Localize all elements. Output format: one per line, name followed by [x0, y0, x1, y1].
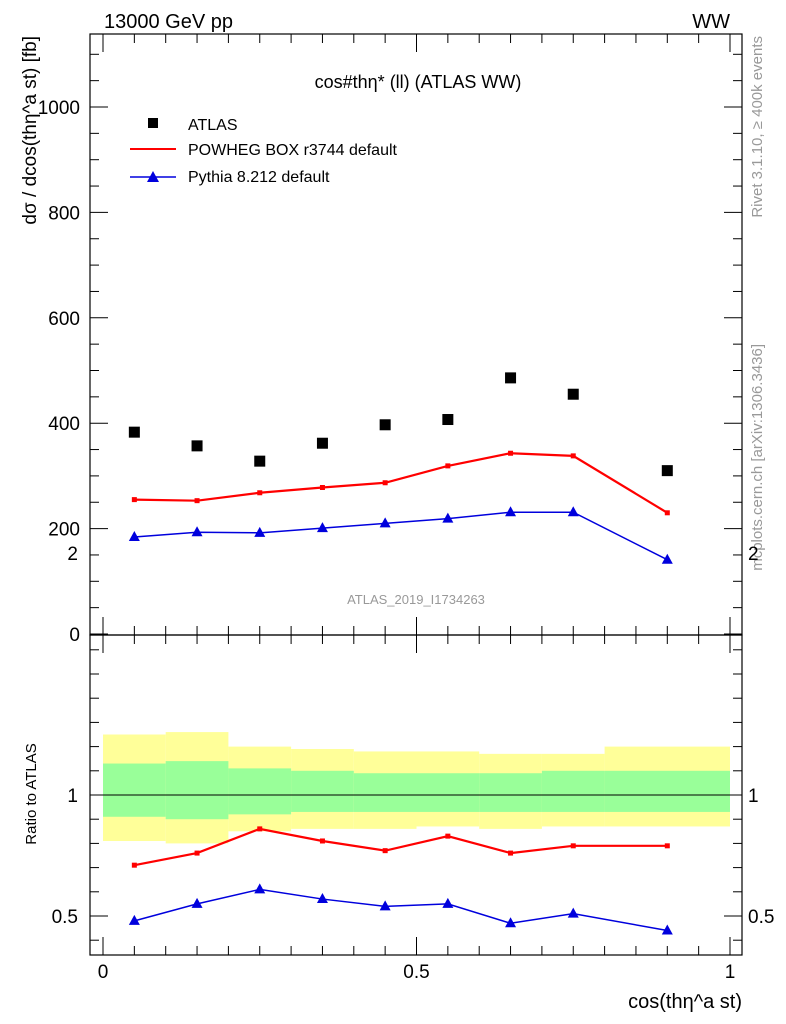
- pythia-ratio-line: [134, 888, 668, 932]
- x-tick-label: 0: [98, 962, 109, 983]
- stat-uncertainty-band: [604, 770, 730, 812]
- powheg-point: [508, 450, 514, 456]
- atlas-point: [442, 414, 454, 426]
- pythia-ratio-point: [316, 893, 328, 904]
- atlas-point: [661, 465, 673, 477]
- stat-uncertainty-band: [353, 773, 417, 812]
- pythia-ratio-point: [128, 914, 140, 925]
- y-axis-label: dσ / dcos(thη^a st) [fb]: [20, 36, 41, 225]
- stat-uncertainty-band: [416, 773, 480, 812]
- powheg-point: [131, 497, 137, 503]
- x-tick-label: 0.5: [403, 962, 429, 983]
- pythia-ratio-point: [505, 917, 517, 928]
- y-tick-label: 1000: [38, 98, 80, 119]
- ratio-tick-label-right: 1: [748, 786, 759, 807]
- analysis-watermark: ATLAS_2019_I1734263: [347, 592, 485, 607]
- y-tick-label: 400: [48, 414, 80, 435]
- pythia-ratio-point: [567, 907, 579, 918]
- pythia-point: [442, 512, 454, 523]
- powheg-point: [319, 484, 325, 490]
- legend-label-pythia: Pythia 8.212 default: [188, 169, 330, 186]
- legend: ATLAS POWHEG BOX r3744 default Pythia 8.…: [130, 117, 398, 186]
- ratio-tick-label-left: 0.5: [52, 907, 78, 928]
- atlas-point: [567, 388, 579, 400]
- pythia-line: [134, 511, 668, 561]
- ratio-tick-label-right: 2: [748, 544, 759, 565]
- powheg-ratio-point: [257, 826, 263, 832]
- ratio-tick-label-left: 2: [67, 544, 78, 565]
- atlas-point: [316, 437, 328, 449]
- powheg-point: [194, 498, 200, 504]
- atlas-point: [254, 455, 266, 467]
- powheg-ratio-point: [194, 850, 200, 856]
- pythia-point: [505, 506, 517, 517]
- stat-uncertainty-band: [165, 761, 229, 820]
- pythia-point: [316, 522, 328, 533]
- powheg-ratio-point: [131, 862, 137, 868]
- powheg-ratio-point: [570, 843, 576, 849]
- stat-uncertainty-band: [103, 763, 166, 817]
- x-tick-label: 1: [725, 962, 736, 983]
- powheg-point: [445, 463, 451, 469]
- chart-title: cos#thη* (ll) (ATLAS WW): [315, 72, 522, 92]
- ratio-y-axis-label: Ratio to ATLAS: [23, 743, 40, 844]
- powheg-point: [257, 490, 263, 496]
- rivet-side-text: Rivet 3.1.10, ≥ 400k events: [749, 36, 766, 218]
- atlas-point: [379, 419, 391, 431]
- pythia-point: [254, 526, 266, 537]
- pythia-ratio-point: [379, 900, 391, 911]
- mcplots-side-text: mcplots.cern.ch [arXiv:1306.3436]: [749, 344, 766, 571]
- y-tick-label: 600: [48, 309, 80, 330]
- stat-uncertainty-band: [541, 770, 605, 812]
- powheg-point: [664, 510, 670, 516]
- legend-marker-pythia: [147, 171, 159, 182]
- y-tick-label: 0: [69, 625, 80, 646]
- atlas-point: [128, 426, 140, 438]
- pythia-ratio-point: [661, 924, 673, 935]
- pythia-ratio-point: [442, 897, 454, 908]
- stat-uncertainty-band: [291, 770, 354, 812]
- pythia-point: [661, 553, 673, 564]
- pythia-point: [567, 506, 579, 517]
- powheg-ratio-point: [382, 848, 388, 854]
- legend-label-atlas: ATLAS: [188, 117, 238, 134]
- y-tick-label: 200: [48, 520, 80, 541]
- atlas-point: [505, 372, 517, 384]
- stat-uncertainty-band: [228, 768, 292, 815]
- powheg-line: [134, 452, 668, 514]
- powheg-ratio-point: [319, 838, 325, 844]
- powheg-point: [570, 453, 576, 459]
- atlas-point: [191, 440, 203, 452]
- powheg-ratio-point: [508, 850, 514, 856]
- powheg-ratio-point: [445, 833, 451, 839]
- pythia-point: [128, 531, 140, 542]
- header-right: WW: [692, 11, 730, 33]
- ratio-tick-label-left: 1: [67, 786, 78, 807]
- header-left: 13000 GeV pp: [104, 11, 233, 33]
- ratio-tick-label-right: 0.5: [748, 907, 774, 928]
- x-axis-label: cos(thη^a st): [628, 991, 742, 1013]
- pythia-ratio-point: [254, 883, 266, 894]
- pythia-point: [191, 526, 203, 537]
- legend-label-powheg: POWHEG BOX r3744 default: [188, 142, 398, 159]
- legend-marker-atlas: [148, 118, 158, 128]
- pythia-point: [379, 517, 391, 528]
- powheg-ratio-point: [664, 843, 670, 849]
- y-tick-label: 800: [48, 203, 80, 224]
- pythia-ratio-point: [191, 897, 203, 908]
- powheg-point: [382, 480, 388, 486]
- stat-uncertainty-band: [479, 773, 542, 812]
